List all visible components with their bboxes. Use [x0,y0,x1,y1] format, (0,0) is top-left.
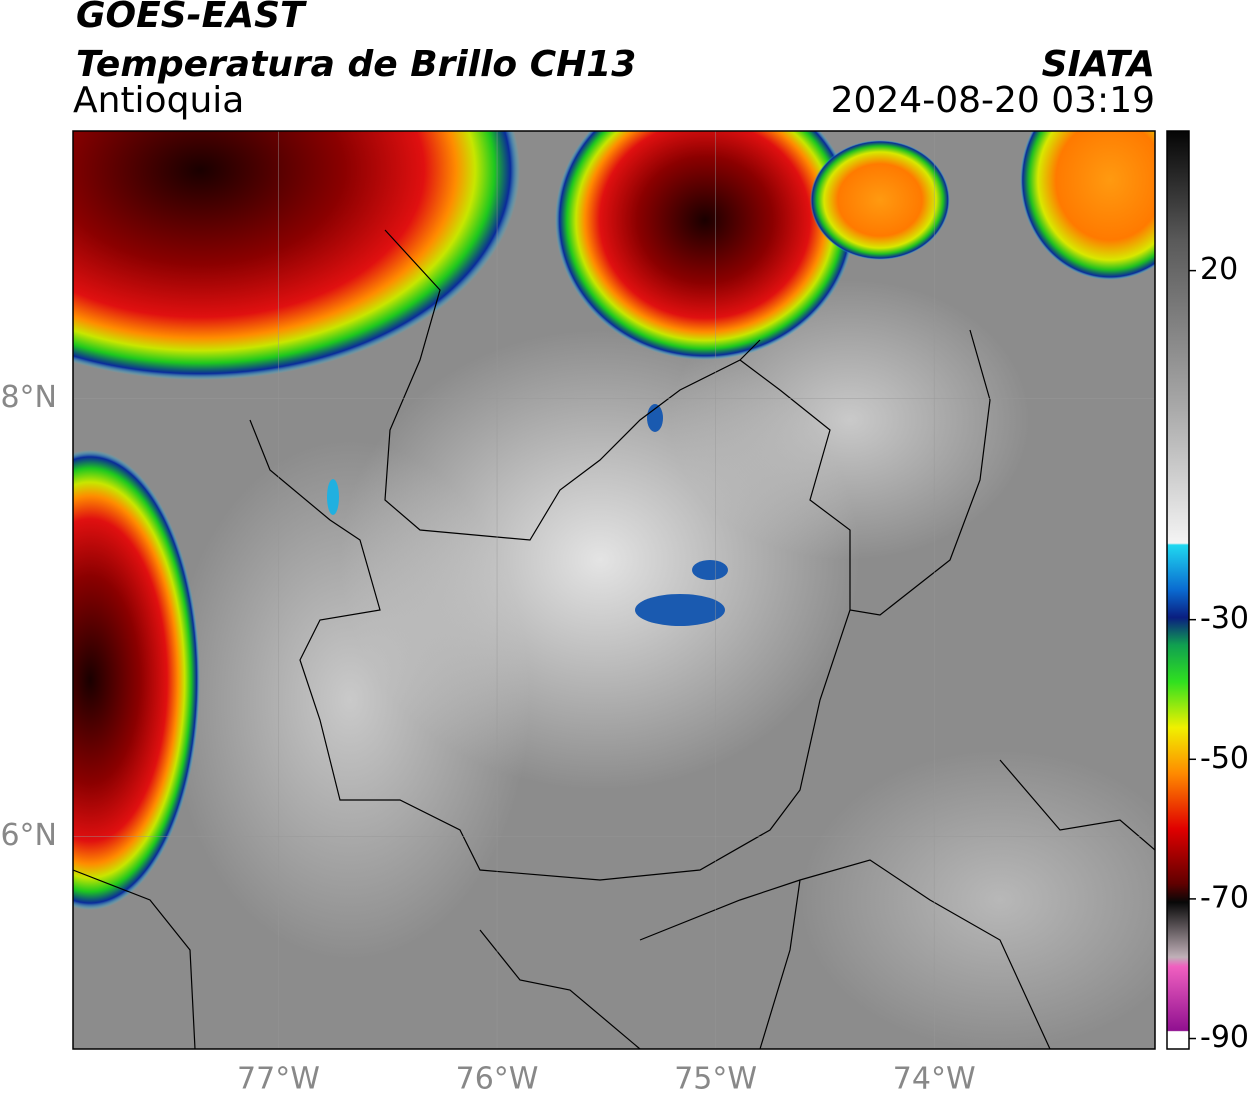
graticule [73,131,1155,1049]
timestamp: 2024-08-20 03:19 [831,80,1155,121]
colorbar-tick-label: -30 [1200,601,1249,636]
colorbar-tick-label: -50 [1200,741,1249,776]
lon-tick-label: 77°W [237,1062,320,1097]
colorbar-tick-label: -90 [1200,1020,1249,1055]
map-frame [72,130,1156,1050]
subtitle: Temperatura de Brillo CH13 [76,44,636,85]
lon-tick-label: 75°W [674,1062,757,1097]
lat-tick-label: 8°N [0,380,57,415]
colorbar-tick-label: -70 [1200,880,1249,915]
imagery [73,131,1155,1049]
lon-tick-label: 74°W [893,1062,976,1097]
colorbar [1166,130,1190,1050]
lat-tick-label: 6°N [0,818,57,853]
title: GOES-EAST [76,0,307,36]
lon-tick-label: 76°W [456,1062,539,1097]
region: Antioquia [73,80,244,121]
source: SIATA [1042,44,1155,85]
colorbar-tick-label: 20 [1200,252,1238,287]
